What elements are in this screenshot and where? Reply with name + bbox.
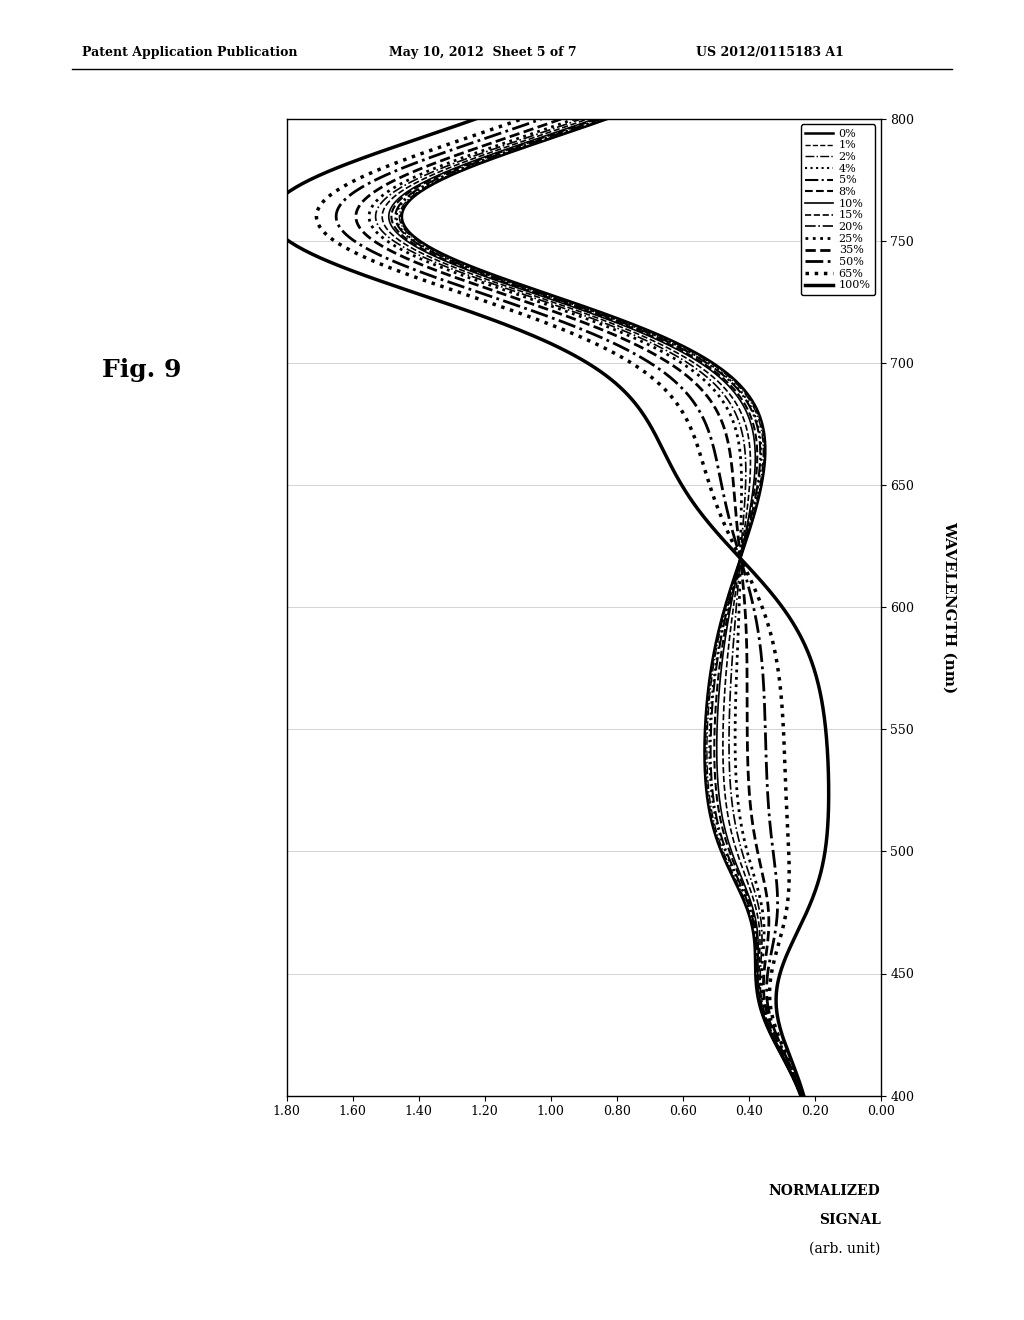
Y-axis label: WAVELENGTH (nm): WAVELENGTH (nm) <box>942 521 956 693</box>
Text: SIGNAL: SIGNAL <box>819 1213 881 1226</box>
Text: US 2012/0115183 A1: US 2012/0115183 A1 <box>696 46 844 59</box>
Text: May 10, 2012  Sheet 5 of 7: May 10, 2012 Sheet 5 of 7 <box>389 46 577 59</box>
Text: (arb. unit): (arb. unit) <box>809 1242 881 1257</box>
Legend: 0%, 1%, 2%, 4%, 5%, 8%, 10%, 15%, 20%, 25%, 35%, 50%, 65%, 100%: 0%, 1%, 2%, 4%, 5%, 8%, 10%, 15%, 20%, 2… <box>801 124 876 294</box>
Text: NORMALIZED: NORMALIZED <box>769 1184 881 1197</box>
Text: Fig. 9: Fig. 9 <box>102 358 182 381</box>
Text: Patent Application Publication: Patent Application Publication <box>82 46 297 59</box>
